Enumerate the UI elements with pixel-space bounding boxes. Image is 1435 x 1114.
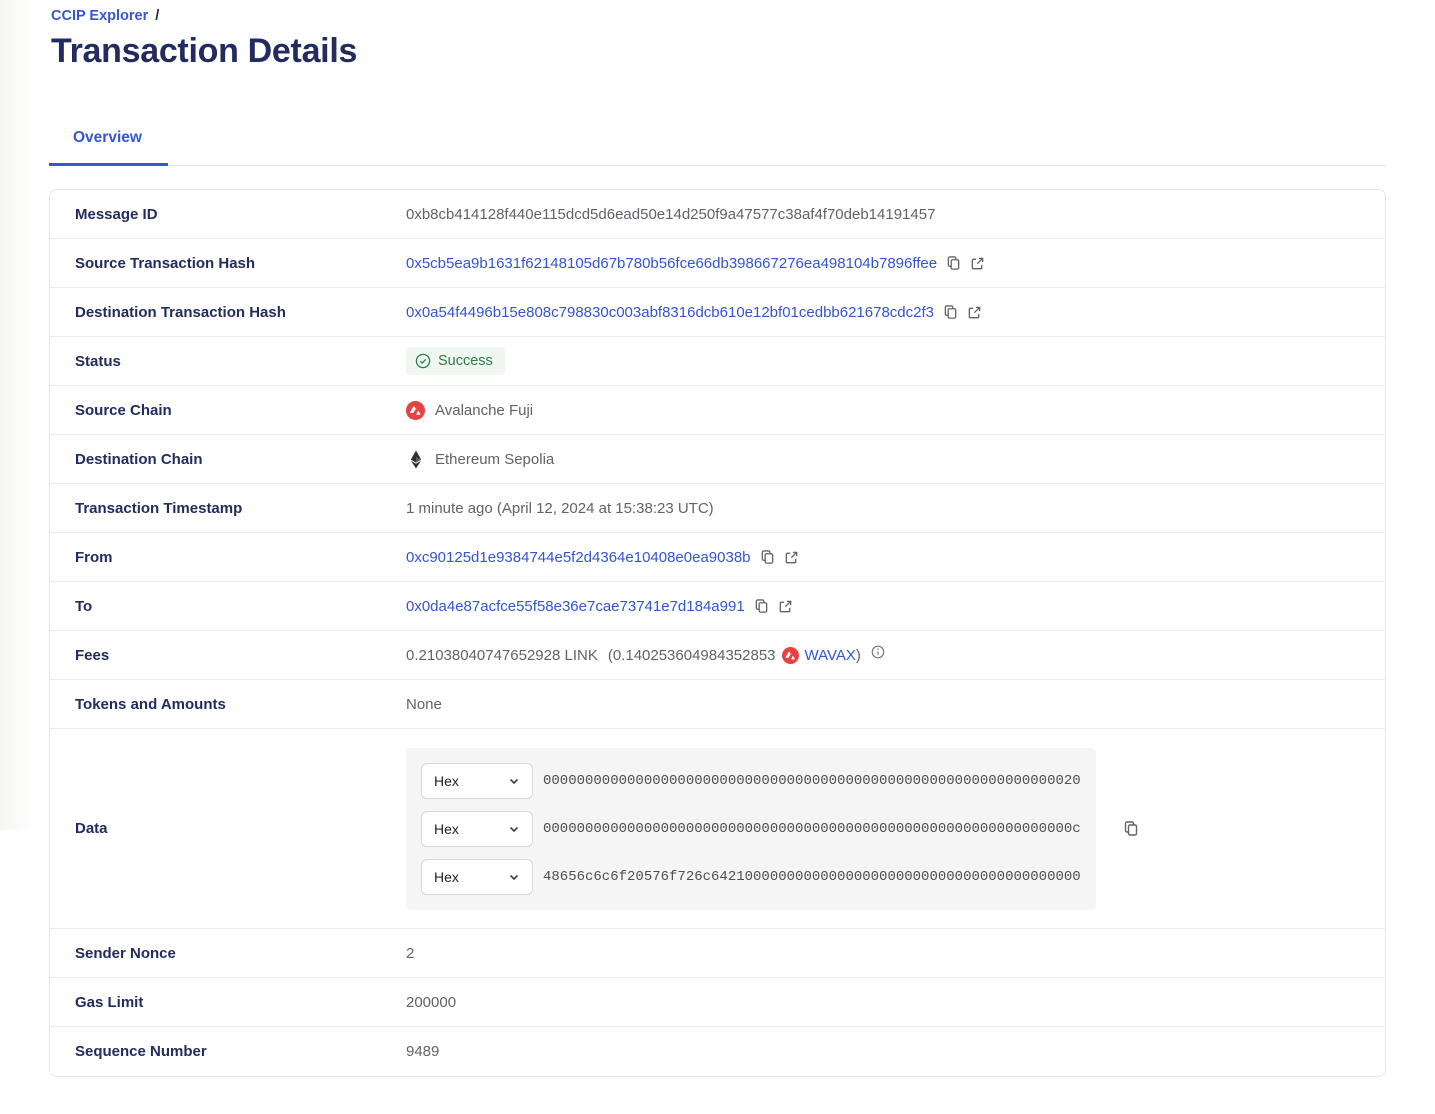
data-line-3: Hex 48656c6c6f20576f726c6421000000000000… (421, 858, 1081, 895)
transaction-details-page: CCIP Explorer / Transaction Details Over… (49, 8, 1386, 1077)
hex-format-select[interactable]: Hex (421, 858, 533, 895)
dest-tx-hash-link[interactable]: 0x0a54f4496b15e808c798830c003abf8316dcb6… (406, 303, 934, 321)
data-line-2: Hex 000000000000000000000000000000000000… (421, 810, 1081, 847)
row-label: Destination Transaction Hash (75, 303, 286, 321)
tab-bar: Overview (49, 119, 1386, 166)
status-badge-label: Success (438, 353, 493, 369)
info-icon[interactable] (871, 645, 885, 665)
chevron-down-icon (508, 775, 520, 787)
hex-select-label: Hex (434, 868, 459, 885)
row-label: Gas Limit (75, 993, 144, 1011)
row-label: To (75, 597, 93, 615)
copy-icon[interactable] (1123, 820, 1139, 837)
table-row-gas-limit: Gas Limit 200000 (50, 978, 1385, 1027)
sequence-number-value: 9489 (406, 1043, 440, 1060)
row-label: Tokens and Amounts (75, 695, 226, 713)
table-row-to: To 0x0da4e87acfce55f58e36e7cae73741e7d18… (50, 582, 1385, 631)
table-row-message-id: Message ID 0xb8cb414128f440e115dcd5d6ead… (50, 190, 1385, 239)
table-row-source-chain: Source Chain Avalanche Fuji (50, 386, 1385, 435)
row-label: Transaction Timestamp (75, 499, 243, 517)
table-row-status: Status Success (50, 337, 1385, 386)
table-row-timestamp: Transaction Timestamp 1 minute ago (Apri… (50, 484, 1385, 533)
row-label: Source Transaction Hash (75, 254, 256, 272)
table-row-source-tx-hash: Source Transaction Hash 0x5cb5ea9b1631f6… (50, 239, 1385, 288)
tab-overview[interactable]: Overview (73, 129, 142, 146)
copy-icon[interactable] (946, 255, 961, 271)
table-row-sequence-number: Sequence Number 9489 (50, 1027, 1385, 1076)
copy-icon[interactable] (943, 304, 958, 320)
row-label: Message ID (75, 205, 158, 223)
from-address-link[interactable]: 0xc90125d1e9384744e5f2d4364e10408e0ea903… (406, 548, 751, 566)
data-hex-box: Hex 000000000000000000000000000000000000… (406, 747, 1096, 910)
transaction-details-card: Message ID 0xb8cb414128f440e115dcd5d6ead… (49, 189, 1386, 1077)
chevron-down-icon (508, 871, 520, 883)
external-link-icon[interactable] (970, 256, 985, 271)
hex-select-label: Hex (434, 820, 459, 837)
page-title: Transaction Details (51, 32, 358, 70)
left-edge-shadow (0, 0, 34, 830)
breadcrumb: CCIP Explorer / (49, 8, 1386, 24)
check-circle-icon (415, 353, 431, 369)
table-row-data: Data Hex 0000000000000000000000000000000… (50, 729, 1385, 929)
hex-data-value: 0000000000000000000000000000000000000000… (543, 772, 1081, 789)
hex-format-select[interactable]: Hex (421, 810, 533, 847)
chevron-down-icon (508, 823, 520, 835)
breadcrumb-separator: / (155, 8, 160, 24)
data-line-1: Hex 000000000000000000000000000000000000… (421, 762, 1081, 799)
message-id-value: 0xb8cb414128f440e115dcd5d6ead50e14d250f9… (406, 205, 936, 223)
table-row-from: From 0xc90125d1e9384744e5f2d4364e10408e0… (50, 533, 1385, 582)
gas-limit-value: 200000 (406, 993, 457, 1011)
hex-data-value: 48656c6c6f20576f726c64210000000000000000… (543, 868, 1081, 885)
dest-chain-name: Ethereum Sepolia (435, 450, 555, 468)
copy-icon[interactable] (754, 598, 769, 614)
wavax-token-link[interactable]: WAVAX (804, 646, 856, 664)
fees-link-amount: 0.21038040747652928 LINK (406, 646, 598, 664)
row-label: Destination Chain (75, 450, 203, 468)
hex-format-select[interactable]: Hex (421, 762, 533, 799)
tab-active-indicator (49, 163, 168, 166)
external-link-icon[interactable] (778, 599, 793, 614)
row-label: Fees (75, 646, 110, 664)
source-chain-name: Avalanche Fuji (435, 401, 534, 419)
table-row-sender-nonce: Sender Nonce 2 (50, 929, 1385, 978)
table-row-dest-chain: Destination Chain Ethereum Sepolia (50, 435, 1385, 484)
sender-nonce-value: 2 (406, 944, 415, 962)
row-label: Sequence Number (75, 1043, 207, 1060)
breadcrumb-ccip-explorer-link[interactable]: CCIP Explorer (51, 8, 149, 24)
table-row-tokens: Tokens and Amounts None (50, 680, 1385, 729)
table-row-dest-tx-hash: Destination Transaction Hash 0x0a54f4496… (50, 288, 1385, 337)
copy-icon[interactable] (760, 549, 775, 565)
timestamp-value: 1 minute ago (April 12, 2024 at 15:38:23… (406, 499, 714, 517)
to-address-link[interactable]: 0x0da4e87acfce55f58e36e7cae73741e7d184a9… (406, 597, 745, 615)
ethereum-icon (406, 450, 425, 469)
source-tx-hash-link[interactable]: 0x5cb5ea9b1631f62148105d67b780b56fce66db… (406, 254, 938, 272)
row-label: Data (75, 820, 108, 837)
external-link-icon[interactable] (967, 305, 982, 320)
status-badge: Success (406, 347, 505, 375)
row-label: Source Chain (75, 401, 172, 419)
fees-close-paren: ) (855, 646, 861, 664)
avalanche-icon (406, 400, 425, 420)
row-label: Sender Nonce (75, 944, 176, 962)
avalanche-icon (781, 646, 799, 664)
hex-select-label: Hex (434, 772, 459, 789)
tokens-value: None (406, 695, 442, 713)
table-row-fees: Fees 0.21038040747652928 LINK (0.1402536… (50, 631, 1385, 680)
hex-data-value: 0000000000000000000000000000000000000000… (543, 820, 1081, 837)
external-link-icon[interactable] (784, 550, 799, 565)
row-label: From (75, 548, 113, 566)
fees-wavax-amount: (0.140253604984352853 (607, 646, 776, 664)
row-label: Status (75, 352, 121, 370)
